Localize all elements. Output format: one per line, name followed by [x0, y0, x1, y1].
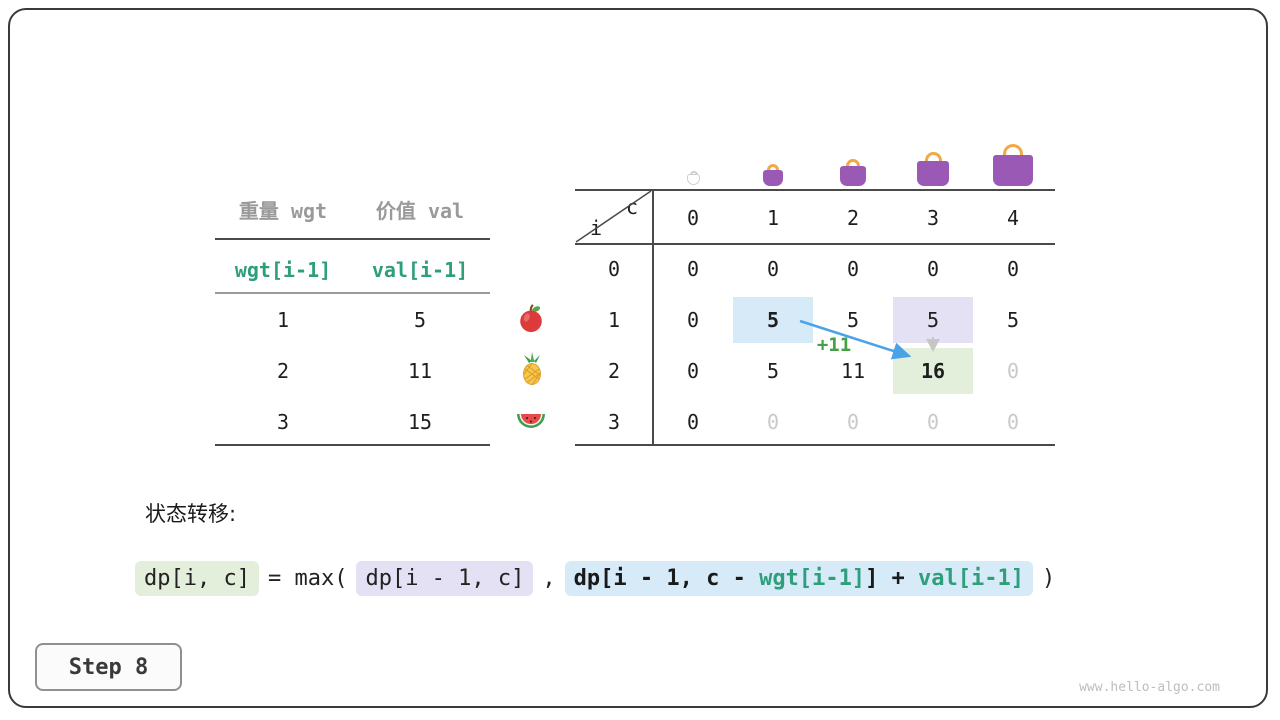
dp-cell-pending: 0 [766, 410, 780, 434]
dp-cell: 5 [1006, 308, 1020, 332]
item-weight: 3 [276, 410, 290, 434]
bag-handle [846, 159, 860, 168]
dp-corner-col-label: c [625, 195, 639, 219]
dp-cell: 0 [766, 257, 780, 281]
bag-icon-xlarge [993, 144, 1033, 186]
bag-icon-small [763, 164, 783, 186]
item-weight: 1 [276, 308, 290, 332]
formula-arg2-val: val[i-1] [918, 566, 1025, 591]
dp-row-label: 0 [607, 257, 621, 281]
dp-row-label: 1 [607, 308, 621, 332]
bag-handle [924, 152, 942, 163]
dp-row-label: 2 [607, 359, 621, 383]
formula-operator: = max( [267, 566, 348, 591]
dp-cell-pending: 0 [846, 410, 860, 434]
dp-bottom-rule [575, 444, 1055, 446]
dp-cell: 5 [766, 359, 780, 383]
items-bottom-rule [215, 444, 490, 446]
bag-body [993, 155, 1033, 186]
dp-cell: 0 [686, 410, 700, 434]
formula-arg2-chip: dp[i - 1, c - wgt[i-1]] + val[i-1] [564, 561, 1034, 596]
dp-corner-row-label: i [589, 216, 603, 240]
item-value: 11 [407, 359, 433, 383]
transition-label: 状态转移: [145, 502, 237, 526]
dp-cell: 0 [926, 257, 940, 281]
arrow-value-label: +11 [816, 334, 852, 356]
dp-cell-pending: 0 [1006, 410, 1020, 434]
item-value: 15 [407, 410, 433, 434]
formula-arg2-wgt: wgt[i-1] [759, 566, 866, 591]
formula-close-paren: ) [1042, 566, 1056, 591]
dp-vertical-rule [652, 189, 654, 446]
dp-col-header: 1 [766, 206, 780, 230]
formula-lhs-chip: dp[i, c] [135, 561, 259, 596]
bag-body [917, 161, 949, 186]
items-col-value-header: 价值 val [375, 199, 465, 223]
bag-outline-icon [687, 171, 700, 185]
dp-cell: 11 [840, 359, 866, 383]
item-weight: 2 [276, 359, 290, 383]
watermark: www.hello-algo.com [1079, 680, 1220, 695]
dp-cell: 0 [1006, 257, 1020, 281]
bag-handle [1003, 144, 1023, 157]
bag-body [763, 170, 783, 186]
formula-arg2-part: dp[i - 1, c - [573, 566, 760, 591]
dp-cell-pending: 0 [926, 410, 940, 434]
watermelon-icon [515, 408, 547, 436]
dp-cell-source: 5 [766, 308, 780, 332]
pineapple-icon [517, 352, 547, 390]
dp-cell: 5 [846, 308, 860, 332]
dp-col-header: 3 [926, 206, 940, 230]
step-badge: Step 8 [35, 643, 182, 691]
items-val-formula: val[i-1] [371, 258, 469, 282]
dp-cell-target: 16 [920, 359, 946, 383]
dp-cell: 0 [686, 257, 700, 281]
formula-separator: , [542, 566, 556, 591]
state-transition-formula: dp[i, c] = max( dp[i - 1, c] , dp[i - 1,… [135, 561, 1055, 596]
dp-cell: 0 [686, 308, 700, 332]
step-label: Step 8 [68, 654, 149, 680]
dp-col-header: 4 [1006, 206, 1020, 230]
dp-header-rule [575, 243, 1055, 245]
dp-col-header: 2 [846, 206, 860, 230]
bag-body [840, 166, 866, 186]
dp-cell: 0 [686, 359, 700, 383]
dp-cell: 0 [846, 257, 860, 281]
item-value: 5 [413, 308, 427, 332]
bag-body [687, 174, 700, 185]
items-col-weight-header: 重量 wgt [238, 199, 328, 223]
formula-arg2-part: ] + [865, 566, 919, 591]
dp-cell-inherit: 5 [926, 308, 940, 332]
bag-handle [767, 164, 779, 172]
bag-handle [689, 171, 698, 176]
items-mid-rule [215, 292, 490, 294]
dp-col-header: 0 [686, 206, 700, 230]
dp-cell-pending: 0 [1006, 359, 1020, 383]
bag-icon-medium [840, 159, 866, 186]
apple-icon [516, 303, 546, 337]
formula-arg1-chip: dp[i - 1, c] [356, 561, 534, 596]
dp-row-label: 3 [607, 410, 621, 434]
dp-top-rule [575, 189, 1055, 191]
items-wgt-formula: wgt[i-1] [234, 258, 332, 282]
bag-icon-large [917, 152, 949, 186]
items-header-rule [215, 238, 490, 240]
